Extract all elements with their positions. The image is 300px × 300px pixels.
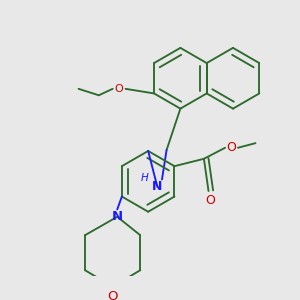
Text: O: O (226, 141, 236, 154)
Text: H: H (141, 173, 148, 183)
Text: O: O (206, 194, 215, 207)
Text: N: N (152, 180, 163, 194)
Text: N: N (112, 210, 123, 223)
Text: O: O (107, 290, 118, 300)
Text: O: O (115, 84, 124, 94)
